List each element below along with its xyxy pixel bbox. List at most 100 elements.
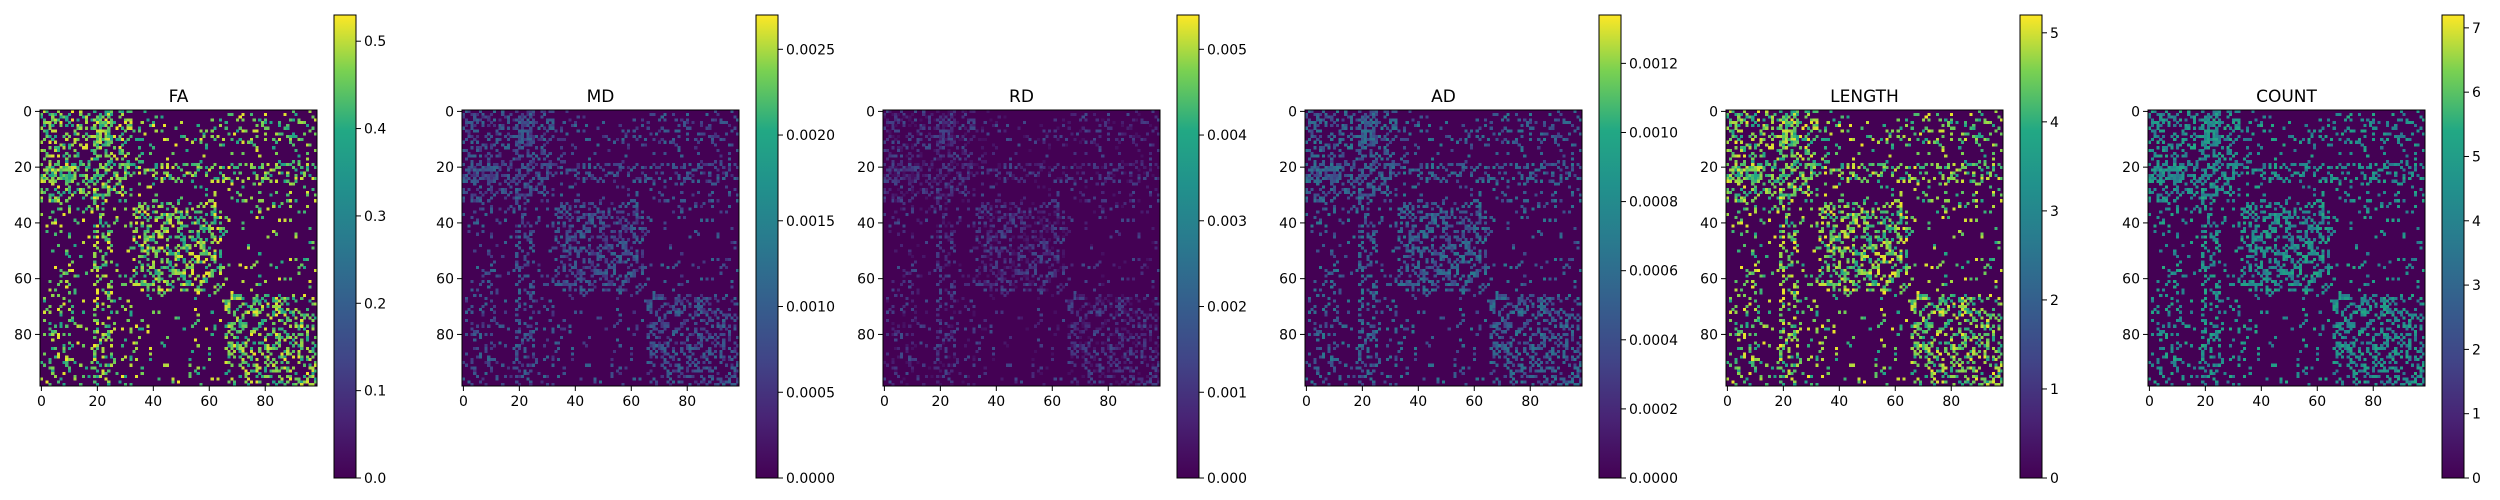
heatmap-cell: [604, 260, 608, 264]
heatmap-cell: [45, 121, 49, 125]
heatmap-cell: [501, 254, 505, 259]
heatmap-cell: [629, 246, 633, 250]
heatmap-cell: [101, 123, 105, 128]
heatmap-cell: [291, 135, 295, 139]
heatmap-cell: [725, 174, 729, 178]
heatmap-cell: [1148, 165, 1152, 169]
heatmap-cell: [677, 313, 681, 317]
heatmap-cell: [1146, 171, 1150, 175]
heatmap-cell: [517, 241, 522, 245]
heatmap-cell: [199, 210, 203, 214]
heatmap-cell: [104, 377, 108, 381]
heatmap-cell: [95, 305, 100, 309]
heatmap-cell: [53, 162, 58, 167]
heatmap-cell: [936, 174, 940, 178]
heatmap-cell: [109, 140, 114, 144]
heatmap-cell: [157, 215, 161, 220]
heatmap-cell: [582, 246, 586, 250]
heatmap-cell: [65, 115, 69, 119]
heatmap-cell: [643, 143, 647, 147]
heatmap-cell: [207, 246, 211, 250]
heatmap-cell: [104, 154, 108, 158]
heatmap-cell: [121, 305, 125, 309]
heatmap-cell: [523, 349, 527, 353]
heatmap-cell: [526, 185, 530, 189]
heatmap-cell: [1118, 151, 1122, 155]
heatmap-cell: [517, 268, 522, 272]
heatmap-cell: [627, 280, 631, 284]
heatmap-cell: [143, 210, 147, 214]
heatmap-cell: [509, 204, 513, 208]
heatmap-cell: [291, 333, 295, 337]
heatmap-cell: [291, 383, 295, 387]
heatmap-cell: [526, 199, 530, 203]
heatmap-cell: [899, 110, 903, 114]
heatmap-cell: [165, 213, 170, 217]
heatmap-cell: [517, 132, 522, 136]
heatmap-cell: [478, 154, 482, 158]
heatmap-cell: [657, 199, 661, 203]
heatmap-cell: [958, 171, 962, 175]
heatmap-cell: [280, 380, 284, 384]
heatmap-cell: [1157, 118, 1161, 122]
heatmap-cell: [216, 176, 220, 180]
heatmap-cell: [587, 246, 592, 250]
heatmap-cell: [1078, 199, 1082, 203]
heatmap-cell: [529, 363, 533, 367]
heatmap-cell: [543, 327, 547, 331]
heatmap-cell: [694, 369, 698, 373]
heatmap-cell: [199, 215, 203, 220]
heatmap-cell: [545, 307, 550, 312]
heatmap-cell: [73, 374, 77, 378]
heatmap-cell: [1154, 176, 1158, 180]
heatmap-cell: [93, 202, 97, 206]
heatmap-cell: [1017, 126, 1021, 130]
heatmap-cell: [607, 288, 611, 292]
heatmap-cell: [896, 174, 901, 178]
heatmap-cell: [663, 296, 667, 300]
heatmap-cell: [534, 171, 538, 175]
heatmap-cell: [498, 207, 502, 211]
heatmap-cell: [95, 268, 100, 272]
heatmap-cell: [655, 335, 659, 339]
heatmap-cell: [132, 274, 136, 278]
heatmap-cell: [515, 335, 519, 339]
heatmap-cell: [90, 149, 94, 153]
heatmap-cell: [663, 129, 667, 133]
heatmap-cell: [277, 310, 281, 314]
heatmap-cell: [593, 204, 597, 208]
heatmap-cell: [1034, 179, 1038, 183]
heatmap-cell: [484, 349, 488, 353]
heatmap-cell: [587, 335, 592, 339]
heatmap-cell: [573, 146, 578, 150]
heatmap-cell: [213, 162, 217, 167]
heatmap-cell: [76, 221, 80, 225]
heatmap-cell: [470, 196, 474, 200]
heatmap-cell: [517, 383, 522, 387]
heatmap-cell: [132, 341, 136, 345]
heatmap-cell: [908, 115, 912, 119]
heatmap-cell: [562, 213, 566, 217]
heatmap-cell: [224, 176, 228, 180]
heatmap-cell: [526, 235, 530, 239]
heatmap-cell: [277, 327, 281, 331]
heatmap-cell: [489, 143, 494, 147]
heatmap-cell: [557, 229, 561, 233]
heatmap-cell: [241, 302, 245, 306]
heatmap-cell: [992, 143, 996, 147]
heatmap-cell: [969, 137, 973, 141]
heatmap-cell: [680, 118, 684, 122]
heatmap-cell: [210, 235, 214, 239]
heatmap-cell: [135, 271, 139, 275]
heatmap-cell: [545, 374, 550, 378]
heatmap-cell: [115, 215, 119, 220]
heatmap-cell: [289, 257, 293, 261]
heatmap-cell: [702, 327, 706, 331]
heatmap-cell: [151, 210, 156, 214]
heatmap-cell: [53, 374, 58, 378]
heatmap-cell: [478, 190, 482, 194]
heatmap-cell: [557, 282, 561, 286]
heatmap-cell: [666, 324, 670, 328]
heatmap-cell: [551, 110, 555, 114]
heatmap-cell: [517, 154, 522, 158]
